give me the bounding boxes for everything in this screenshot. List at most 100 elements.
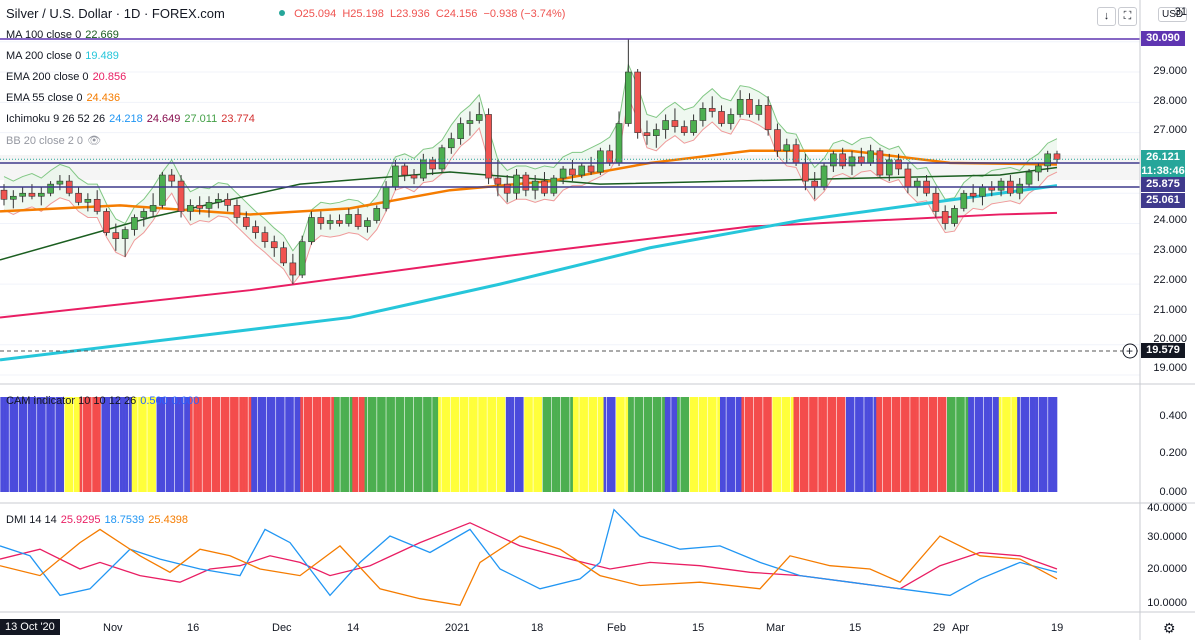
cam-bar (174, 397, 178, 492)
cam-bar (707, 397, 712, 492)
cam-bar (628, 397, 632, 492)
candle-body (0, 189, 8, 200)
cam-bar (753, 397, 758, 492)
candle-body (699, 108, 707, 121)
cam-bar (799, 397, 804, 492)
cam-bar (493, 397, 497, 492)
cam-bar (686, 397, 690, 492)
cam-bar (1032, 397, 1036, 492)
cam-bar (85, 397, 90, 492)
cam-bar (572, 397, 577, 492)
dmi-plus-line (0, 508, 1058, 597)
cam-bar (122, 397, 126, 492)
cam-bar (762, 397, 767, 492)
cam-bar (836, 397, 840, 492)
indicator-legend-row[interactable]: MA 100 close 0 22.669 (6, 29, 119, 41)
candle-body (261, 232, 269, 243)
candle-body (718, 111, 725, 124)
candle-body (932, 192, 940, 212)
cam-bar (162, 397, 166, 492)
cam-bar (765, 397, 770, 492)
indicator-legend-row[interactable]: EMA 200 close 0 20.856 (6, 71, 127, 83)
price-axis-label: 29.000 (1153, 65, 1187, 77)
cam-bar (906, 397, 911, 492)
cam-bar (186, 397, 191, 492)
cam-bar (946, 397, 951, 492)
cam-bar (364, 397, 368, 492)
cam-bar (52, 397, 56, 492)
cam-bar (196, 397, 200, 492)
cam-bar (1020, 397, 1024, 492)
cam-bar (701, 397, 705, 492)
cam-bar (297, 397, 301, 492)
cam-bar (278, 397, 283, 492)
cam-bar (438, 397, 442, 492)
candle-body (224, 198, 231, 206)
cam-bar (180, 397, 185, 492)
cam-bar (398, 397, 402, 492)
high-value: H25.198 (342, 8, 384, 20)
cam-bar (58, 397, 62, 492)
cam-bar (940, 397, 944, 492)
cam-bar (781, 397, 785, 492)
cam-bar (974, 397, 978, 492)
cam-bar (891, 397, 895, 492)
cam-bar (346, 397, 350, 492)
indicator-legend-row[interactable]: BB 20 close 2 0 👁 (6, 135, 102, 147)
cam-bar (481, 397, 485, 492)
candle-body (1016, 183, 1024, 194)
maximize-icon[interactable]: ⛶ (1118, 7, 1137, 26)
candle-body (457, 123, 464, 139)
cam-bar (919, 397, 923, 492)
candle-body (121, 229, 129, 239)
cam-bar (612, 397, 617, 492)
cam-bar (76, 397, 80, 492)
cam-bar (407, 397, 411, 492)
time-axis-label: Dec (272, 622, 292, 634)
candle-body (653, 129, 660, 136)
time-axis-label: 29 (933, 622, 946, 634)
scroll-down-icon[interactable]: ↓ (1097, 7, 1116, 26)
cam-axis-label: 0.200 (1159, 447, 1187, 459)
cam-bar (756, 397, 761, 492)
cam-bar (747, 397, 751, 492)
cam-bar (692, 397, 696, 492)
cam-bar (683, 397, 687, 492)
cam-bar (343, 397, 347, 492)
cam-bar (382, 397, 387, 492)
candle-body (1044, 153, 1051, 167)
candle-body (625, 71, 632, 124)
dmi-axis-label: 20.0000 (1147, 563, 1187, 575)
symbol-title[interactable]: Silver / U.S. Dollar · 1D · FOREX.com (6, 6, 225, 21)
cam-bar (554, 397, 558, 492)
cam-bar (94, 397, 99, 492)
cam-bar (42, 397, 47, 492)
cam-bar (156, 397, 160, 492)
cam-bar (477, 397, 482, 492)
cam-bar (674, 397, 678, 492)
cam-bar (49, 397, 53, 492)
indicator-legend-row[interactable]: EMA 55 close 0 24.436 (6, 92, 121, 104)
cam-bar (1014, 397, 1018, 492)
indicator-legend-row[interactable]: MA 200 close 0 19.489 (6, 50, 119, 62)
cam-bar (150, 397, 154, 492)
indicator-legend-row[interactable]: Ichimoku 9 26 52 26 24.218 24.649 27.011 23.… (6, 113, 255, 125)
cam-bar (208, 397, 212, 492)
currency-badge[interactable]: USD (1158, 7, 1188, 22)
candle-body (187, 205, 194, 212)
candle-body (997, 180, 1005, 191)
candle-body (727, 114, 735, 124)
cam-bar (698, 397, 702, 492)
cam-bar (128, 397, 133, 492)
cam-bar (603, 397, 607, 492)
cam-bar (949, 397, 954, 492)
cam-bar (232, 397, 237, 492)
cam-bar (376, 397, 381, 492)
candle-body (485, 114, 492, 179)
cam-bar (404, 397, 408, 492)
cam-bar (634, 397, 638, 492)
settings-gear-icon[interactable]: ⚙ (1163, 620, 1176, 636)
price-axis-label: 19.000 (1153, 362, 1187, 374)
price-tag: 26.121 (1141, 150, 1185, 165)
